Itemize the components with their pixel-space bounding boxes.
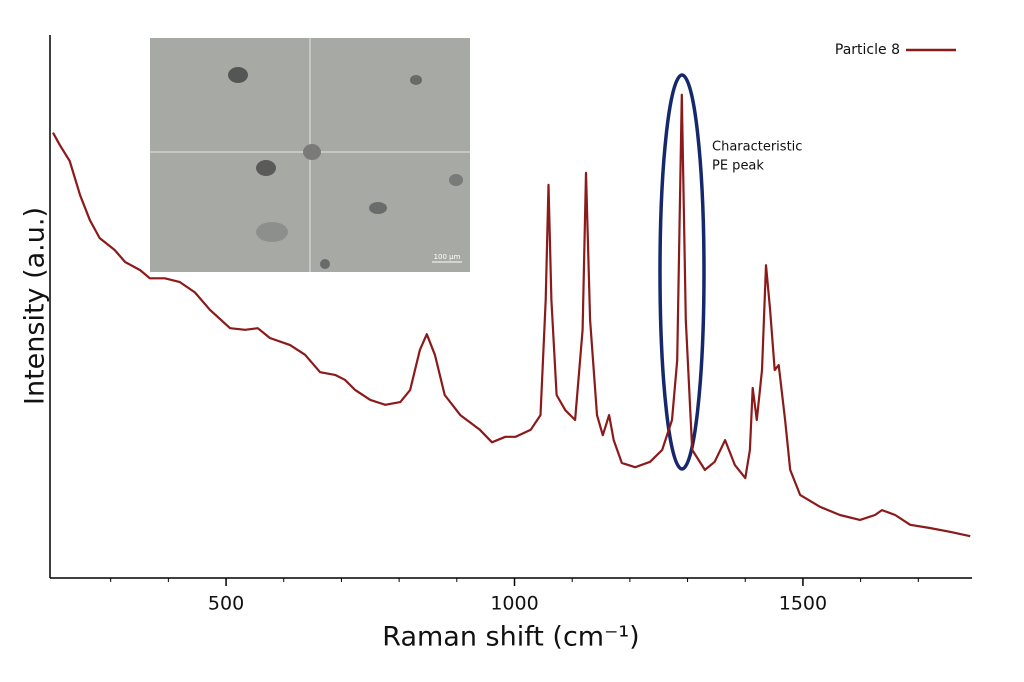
inset-particle (449, 174, 463, 186)
peak-highlight (658, 73, 706, 471)
annotation: PE peak (712, 159, 764, 174)
inset-image: 100 µm (150, 38, 470, 272)
inset-particle (256, 160, 276, 176)
y-axis-label: Intensity (a.u.) (20, 207, 51, 405)
x-axis-label: Raman shift (cm⁻¹) (382, 622, 639, 653)
legend-label: Particle 8 (835, 42, 900, 58)
inset-particle (228, 67, 248, 83)
inset-particle (369, 202, 387, 214)
x-tick-label: 500 (208, 593, 244, 615)
inset-particle (320, 259, 330, 269)
inset-particle (256, 222, 288, 242)
x-tick-label: 1000 (490, 593, 538, 615)
x-tick-label: 1500 (779, 593, 827, 615)
inset-scale-label: 100 µm (434, 253, 461, 261)
inset-particle (410, 75, 422, 85)
inset-particle (303, 144, 321, 160)
annotation: Characteristic (712, 140, 802, 155)
spectrum-line (52, 93, 971, 538)
